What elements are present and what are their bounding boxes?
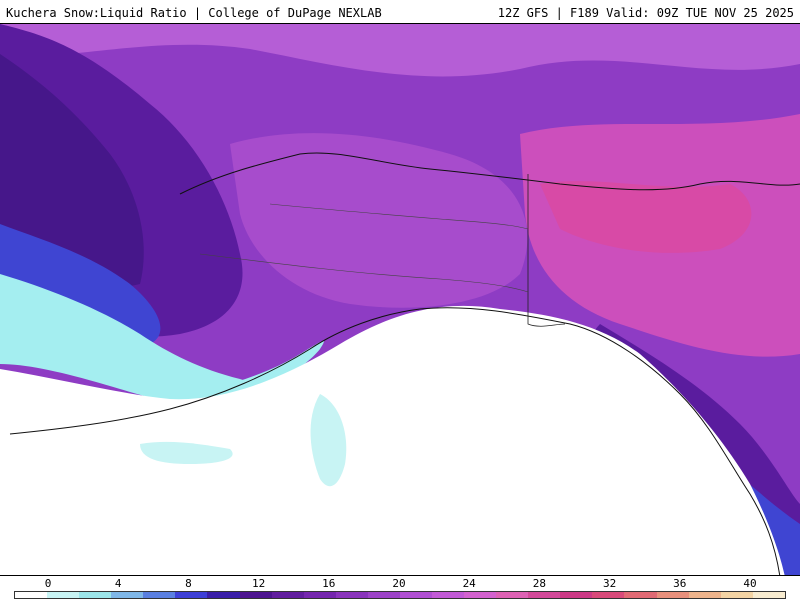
legend-swatch bbox=[592, 592, 625, 598]
legend-swatch bbox=[528, 592, 561, 598]
legend-tick-label: 32 bbox=[602, 577, 617, 590]
legend-swatch bbox=[175, 592, 208, 598]
region-boundary-1 bbox=[199, 253, 529, 293]
color-legend: 0 4 8 12 16 20 24 28 32 36 40 bbox=[0, 576, 800, 600]
legend-tick-label: 4 bbox=[114, 577, 122, 590]
legend-tick-label: 8 bbox=[185, 577, 192, 590]
legend-swatch bbox=[271, 592, 304, 598]
coastline bbox=[9, 307, 781, 575]
legend-swatch bbox=[624, 592, 657, 598]
ocean-cyan-patch-2 bbox=[140, 441, 233, 464]
legend-swatch bbox=[143, 592, 176, 598]
legend-swatch bbox=[335, 592, 368, 598]
ocean-cyan-patch-1 bbox=[310, 394, 347, 487]
legend-ticks: 0 4 8 12 16 20 24 28 32 36 40 bbox=[0, 576, 800, 590]
product-title: Kuchera Snow:Liquid Ratio | College of D… bbox=[6, 6, 382, 20]
legend-swatch bbox=[464, 592, 497, 598]
legend-tick-label: 12 bbox=[251, 577, 266, 590]
legend-swatch bbox=[496, 592, 529, 598]
north-coastline bbox=[179, 152, 800, 195]
field-region-west-darker bbox=[0, 54, 144, 289]
legend-swatch bbox=[303, 592, 336, 598]
legend-tick-label: 40 bbox=[743, 577, 757, 590]
snow-ratio-map bbox=[0, 24, 800, 575]
legend-swatch bbox=[367, 592, 400, 598]
legend-swatch bbox=[560, 592, 593, 598]
legend-swatch bbox=[79, 592, 112, 598]
field-region-interior bbox=[230, 133, 528, 308]
gulf-of-alaska-ocean bbox=[0, 305, 785, 575]
legend-swatch bbox=[688, 592, 721, 598]
legend-tick-label: 20 bbox=[392, 577, 406, 590]
legend-swatch bbox=[47, 592, 80, 598]
legend-tick-label: 36 bbox=[673, 577, 687, 590]
legend-swatch bbox=[720, 592, 753, 598]
legend-color-bar bbox=[14, 591, 786, 599]
legend-swatch bbox=[656, 592, 689, 598]
legend-swatch bbox=[399, 592, 433, 598]
legend-swatch bbox=[111, 592, 144, 598]
legend-swatch bbox=[207, 592, 240, 598]
legend-swatch bbox=[752, 592, 785, 598]
model-valid-time: 12Z GFS | F189 Valid: 09Z TUE NOV 25 202… bbox=[497, 6, 794, 20]
legend-swatch bbox=[432, 592, 465, 598]
field-region-bering-cyan bbox=[0, 274, 279, 415]
legend-tick-label: 24 bbox=[462, 577, 476, 590]
legend-tick-label: 0 bbox=[44, 577, 52, 590]
field-region-north bbox=[0, 24, 800, 77]
header-bar: Kuchera Snow:Liquid Ratio | College of D… bbox=[0, 0, 800, 23]
map-panel bbox=[0, 23, 800, 576]
field-region-yukon-core bbox=[540, 181, 752, 253]
region-boundary-2 bbox=[269, 203, 529, 230]
legend-tick-label: 28 bbox=[532, 577, 547, 590]
border-alaska-yukon bbox=[527, 174, 566, 327]
legend-tick-label: 16 bbox=[322, 577, 336, 590]
legend-swatch bbox=[15, 592, 48, 598]
legend-swatch bbox=[239, 592, 272, 598]
